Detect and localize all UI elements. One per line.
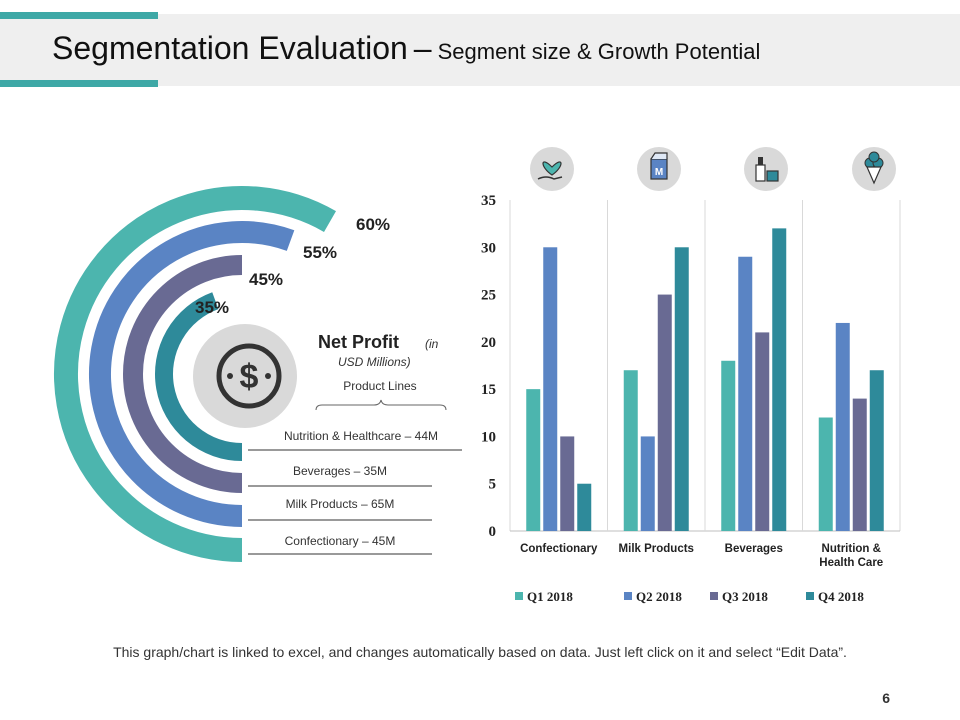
ring-segment-label: Milk Products – 65M <box>286 497 395 511</box>
bar <box>869 370 884 531</box>
net-profit-heading: Net Profit <box>318 332 399 352</box>
bar <box>835 322 850 531</box>
legend-swatch <box>624 592 632 600</box>
y-tick-label: 5 <box>489 477 497 493</box>
svg-text:$: $ <box>240 358 259 396</box>
y-tick-label: 25 <box>481 288 496 304</box>
bar <box>755 332 770 531</box>
page-title: Segmentation Evaluation – Segment size & G… <box>52 30 760 67</box>
y-tick-label: 30 <box>481 240 496 256</box>
y-tick-label: 15 <box>481 382 496 398</box>
ring-arc <box>54 186 336 562</box>
dollar-coin-icon: $ <box>216 343 282 409</box>
plot-grid <box>509 200 901 532</box>
net-profit-note-2: USD Millions) <box>338 355 411 369</box>
x-tick-label: Milk Products <box>619 543 694 555</box>
legend-swatch <box>806 592 814 600</box>
y-tick-label: 0 <box>489 524 497 540</box>
legend-swatch <box>710 592 718 600</box>
y-axis: 0 5 10 15 20 25 30 35 <box>481 193 496 540</box>
product-lines-label: Product Lines <box>343 379 416 393</box>
bar <box>640 436 655 531</box>
heart-hand-icon <box>530 147 574 191</box>
bar <box>657 294 672 531</box>
page-number: 6 <box>882 690 890 706</box>
y-tick-label: 10 <box>481 429 496 445</box>
coin-backdrop <box>193 324 297 428</box>
bar <box>738 256 753 531</box>
ring-percent-label: 35% <box>195 298 229 317</box>
x-tick-label: Nutrition & <box>822 543 881 555</box>
legend-swatch <box>515 592 523 600</box>
x-tick-label: Confectionary <box>520 543 598 555</box>
title-band <box>0 14 960 86</box>
accent-bar-top <box>0 12 158 19</box>
bar <box>721 360 736 531</box>
ring-percent-label: 60% <box>356 215 390 234</box>
bar <box>674 247 689 531</box>
ring-arc <box>155 292 243 461</box>
bottle-icon <box>744 147 788 191</box>
chart-legend: Q1 2018 Q2 2018 Q3 2018 Q4 2018 <box>515 589 864 604</box>
footer-note: This graph/chart is linked to excel, and… <box>113 644 847 660</box>
bar <box>526 389 541 531</box>
category-icons: M <box>530 147 896 191</box>
ring-percent-label: 45% <box>249 270 283 289</box>
x-axis: Confectionary Milk Products Beverages Nutri… <box>520 543 883 569</box>
title-main: Segmentation Evaluation <box>52 30 408 66</box>
title-subtitle: Segment size & Growth Potential <box>437 39 761 64</box>
net-profit-note: (in <box>425 337 439 351</box>
x-tick-label: Beverages <box>725 543 783 555</box>
bar <box>818 417 833 531</box>
bar <box>772 228 787 531</box>
brace <box>315 399 447 411</box>
ring-segment-label: Nutrition & Healthcare – 44M <box>284 429 438 443</box>
y-tick-label: 20 <box>481 335 496 351</box>
legend-label: Q3 2018 <box>722 589 768 604</box>
bar <box>577 483 592 531</box>
legend-label: Q4 2018 <box>818 589 864 604</box>
bar <box>852 398 867 531</box>
legend-label: Q1 2018 <box>527 589 573 604</box>
bar <box>560 436 575 531</box>
title-dash: – <box>413 30 432 66</box>
svg-text:M: M <box>655 167 663 178</box>
legend-label: Q2 2018 <box>636 589 682 604</box>
ring-arc <box>89 221 295 527</box>
quarterly-bar-chart: M 0 5 10 15 20 25 30 35 Confectionary Milk Produ… <box>481 147 901 604</box>
milk-carton-icon: M <box>637 147 681 191</box>
ring-segment-label: Beverages – 35M <box>293 464 387 478</box>
x-tick-label: Health Care <box>819 557 883 569</box>
accent-bar-bottom <box>0 80 158 87</box>
ring-group <box>54 186 336 562</box>
y-tick-label: 35 <box>481 193 496 209</box>
bar-series <box>526 228 884 531</box>
bar <box>623 370 638 531</box>
ring-percent-label: 55% <box>303 243 337 262</box>
ring-segment-label: Confectionary – 45M <box>285 534 396 548</box>
ring-labels: 60% Confectionary – 45M 55% Milk Products –… <box>195 215 462 555</box>
ice-cream-icon <box>852 147 896 191</box>
ring-arc <box>123 255 243 493</box>
net-profit-ring-chart: $ Net Profit (in USD Millions) Product L… <box>54 186 462 562</box>
bar <box>543 247 558 531</box>
